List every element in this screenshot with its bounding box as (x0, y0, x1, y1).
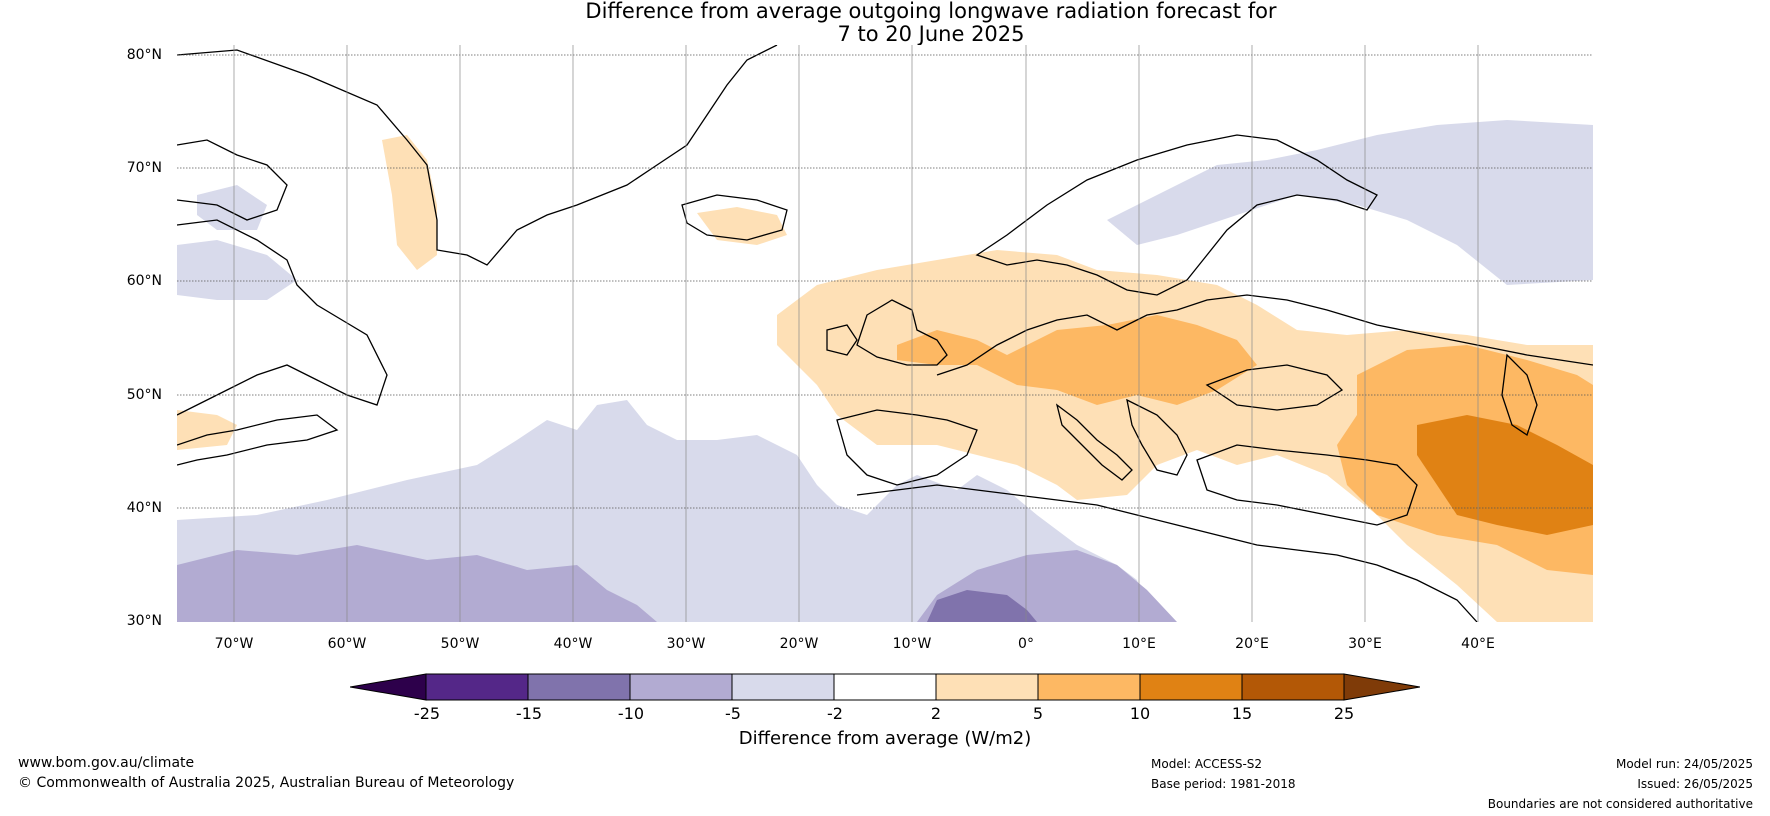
colorbar-segment (1037, 673, 1141, 701)
lon-label-20w: 20°W (779, 636, 819, 652)
colorbar-tick-25: 25 (1333, 704, 1355, 723)
colorbar-tick-10: 10 (1129, 704, 1151, 723)
lon-label-40w: 40°W (553, 636, 593, 652)
lon-label-70w: 70°W (214, 636, 254, 652)
lat-label-50n: 50°N (126, 387, 162, 403)
negative-anomaly-region-atlantic-mid (177, 545, 657, 622)
negative-anomaly-region-north (1107, 120, 1593, 285)
colorbar-segment (527, 673, 631, 701)
map-title: Difference from average outgoing longwav… (0, 0, 1770, 46)
gridlines (177, 54, 1593, 509)
model-text: Model: ACCESS-S2 (1151, 757, 1263, 771)
colorbar-segment (1241, 673, 1345, 701)
colorbar-extend-high (1343, 673, 1420, 701)
colorbar-tick-neg5: -5 (725, 704, 741, 723)
lon-label-10e: 10°E (1122, 636, 1156, 652)
model-run-text: Model run: 24/05/2025 (1615, 757, 1753, 771)
title-line-1: Difference from average outgoing longwav… (585, 0, 1277, 23)
negative-anomaly-region-africa-strong (927, 590, 1037, 622)
colorbar-segment (935, 673, 1039, 701)
website-link[interactable]: www.bom.gov.au/climate (18, 755, 195, 771)
colorbar-extend-low (350, 673, 427, 701)
colorbar-tick-neg15: -15 (515, 704, 543, 723)
lat-label-60n: 60°N (126, 273, 162, 289)
colorbar-tick-5: 5 (1032, 704, 1044, 723)
positive-anomaly-region-labrador (177, 410, 237, 450)
colorbar-tick-15: 15 (1231, 704, 1253, 723)
lat-label-70n: 70°N (126, 160, 162, 176)
positive-anomaly-region-turkey (1417, 415, 1593, 535)
positive-anomaly-region-central-europe (897, 315, 1257, 405)
lon-label-10w: 10°W (892, 636, 932, 652)
copyright-text: © Commonwealth of Australia 2025, Austra… (18, 775, 515, 791)
lat-label-30n: 30°N (126, 613, 162, 629)
lon-label-30w: 30°W (666, 636, 706, 652)
colorbar-tick-neg2: -2 (827, 704, 843, 723)
colorbar-segment (629, 673, 733, 701)
colorbar-segment (731, 673, 835, 701)
lon-label-20e: 20°E (1235, 636, 1269, 652)
colorbar-tick-neg10: -10 (617, 704, 645, 723)
issued-text: Issued: 26/05/2025 (1637, 777, 1753, 791)
map-panel (177, 45, 1593, 622)
meridians (233, 45, 1479, 622)
base-period-text: Base period: 1981-2018 (1151, 777, 1296, 791)
colorbar-segment (833, 673, 937, 701)
colorbar-segment (425, 673, 529, 701)
lon-label-40e: 40°E (1461, 636, 1495, 652)
colorbar (350, 673, 1420, 701)
colorbar-tick-neg25: -25 (413, 704, 441, 723)
lon-label-50w: 50°W (440, 636, 480, 652)
coastlines (177, 45, 1593, 622)
colorbar-label: Difference from average (W/m2) (738, 728, 1032, 749)
colorbar-segment (1139, 673, 1243, 701)
lat-label-80n: 80°N (126, 47, 162, 63)
positive-anomaly-region-greenland (382, 135, 437, 270)
negative-anomaly-region-canada (177, 240, 297, 300)
lat-label-40n: 40°N (126, 500, 162, 516)
negative-anomaly-region-canada-north (197, 185, 267, 230)
colorbar-tick-2: 2 (930, 704, 942, 723)
disclaimer-text: Boundaries are not considered authoritat… (1487, 797, 1753, 811)
lon-label-30e: 30°E (1348, 636, 1382, 652)
map-svg (177, 45, 1593, 622)
title-line-2: 7 to 20 June 2025 (837, 22, 1025, 46)
lon-label-60w: 60°W (327, 636, 367, 652)
lon-label-0: 0° (1018, 636, 1034, 652)
